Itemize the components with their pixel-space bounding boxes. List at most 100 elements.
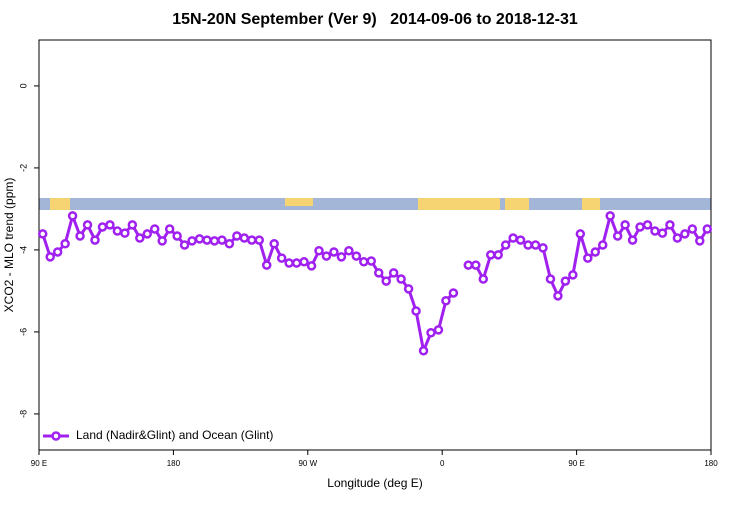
ocean-band xyxy=(39,198,711,210)
land-patch xyxy=(285,198,313,206)
land-patch xyxy=(582,198,600,210)
data-point xyxy=(157,236,167,246)
data-point xyxy=(45,252,55,262)
data-point xyxy=(665,220,675,230)
data-point xyxy=(403,284,414,294)
data-point xyxy=(90,235,100,245)
data-point xyxy=(224,239,235,249)
data-point xyxy=(560,276,571,286)
data-point xyxy=(657,228,668,238)
y-tick-label: -8 xyxy=(18,410,28,418)
x-tick-label: 180 xyxy=(704,459,718,468)
x-tick-label: 90 E xyxy=(568,459,584,468)
data-point xyxy=(590,247,601,257)
data-point xyxy=(478,274,489,284)
land-patch xyxy=(50,198,70,210)
data-point xyxy=(426,327,436,338)
data-point xyxy=(67,211,78,221)
data-point xyxy=(612,231,623,241)
data-point xyxy=(396,274,406,284)
data-point xyxy=(127,220,138,230)
data-point xyxy=(329,247,339,257)
data-point xyxy=(164,224,175,234)
x-tick-label: 0 xyxy=(440,459,445,468)
data-point xyxy=(695,236,705,246)
data-point xyxy=(575,229,586,239)
data-point xyxy=(97,222,108,232)
data-point xyxy=(635,222,645,232)
x-tick-label: 90 E xyxy=(31,459,47,468)
data-point xyxy=(538,243,548,253)
data-point xyxy=(105,220,115,230)
data-point xyxy=(485,250,496,260)
data-point xyxy=(351,251,362,261)
y-tick-label: -4 xyxy=(18,246,28,254)
data-point xyxy=(254,235,265,245)
data-point xyxy=(568,270,578,280)
data-point xyxy=(52,247,63,257)
data-point xyxy=(471,260,481,270)
y-tick-label: -6 xyxy=(18,328,28,336)
land-patch xyxy=(418,198,500,210)
data-point xyxy=(441,296,451,306)
data-point xyxy=(291,258,302,268)
data-point xyxy=(381,276,391,286)
data-point xyxy=(672,233,683,243)
data-point xyxy=(276,253,287,263)
x-axis-label: Longitude (deg E) xyxy=(327,476,422,490)
data-point xyxy=(418,346,429,356)
data-point xyxy=(336,252,347,262)
data-point xyxy=(112,226,123,236)
data-point xyxy=(530,240,541,250)
data-point xyxy=(642,220,653,230)
data-point xyxy=(202,235,212,245)
data-point xyxy=(650,226,660,236)
data-point xyxy=(261,260,272,270)
data-point xyxy=(344,245,354,256)
data-point xyxy=(508,233,518,243)
x-tick-label: 90 W xyxy=(298,459,317,468)
data-point xyxy=(433,325,444,335)
data-point xyxy=(232,231,242,241)
map-band xyxy=(39,198,711,210)
data-point xyxy=(60,239,70,249)
y-tick-label: -2 xyxy=(18,164,28,172)
land-patch xyxy=(505,198,529,210)
data-point xyxy=(299,257,309,267)
data-point xyxy=(217,235,227,245)
data-point xyxy=(545,274,556,284)
y-tick-label: 0 xyxy=(18,83,28,88)
data-point xyxy=(321,251,332,261)
chart-title: 15N-20N September (Ver 9) 2014-09-06 to … xyxy=(172,11,578,28)
data-point xyxy=(269,239,279,249)
y-axis-label: XCO2 - MLO trend (ppm) xyxy=(2,178,16,313)
data-point xyxy=(680,229,690,239)
data-point xyxy=(247,235,257,245)
data-point xyxy=(500,240,511,250)
data-point xyxy=(120,228,130,238)
data-point xyxy=(388,268,399,278)
data-point xyxy=(627,235,638,245)
data-point xyxy=(82,220,93,230)
data-point xyxy=(149,224,160,234)
data-point xyxy=(37,229,48,239)
data-point xyxy=(75,231,85,241)
data-point xyxy=(515,235,526,245)
data-point xyxy=(687,224,698,234)
data-point xyxy=(448,288,459,298)
data-point xyxy=(493,250,503,260)
data-point xyxy=(314,245,324,256)
data-point xyxy=(179,240,190,250)
data-point xyxy=(583,253,593,263)
data-point xyxy=(463,260,474,270)
data-point xyxy=(366,256,377,266)
data-point xyxy=(411,306,421,316)
data-point xyxy=(373,268,384,278)
data-point xyxy=(209,236,220,246)
data-point xyxy=(172,231,182,241)
legend-label: Land (Nadir&Glint) and Ocean (Glint) xyxy=(76,428,273,442)
plot-frame xyxy=(38,39,712,451)
data-point xyxy=(135,233,145,243)
data-point xyxy=(284,258,294,268)
